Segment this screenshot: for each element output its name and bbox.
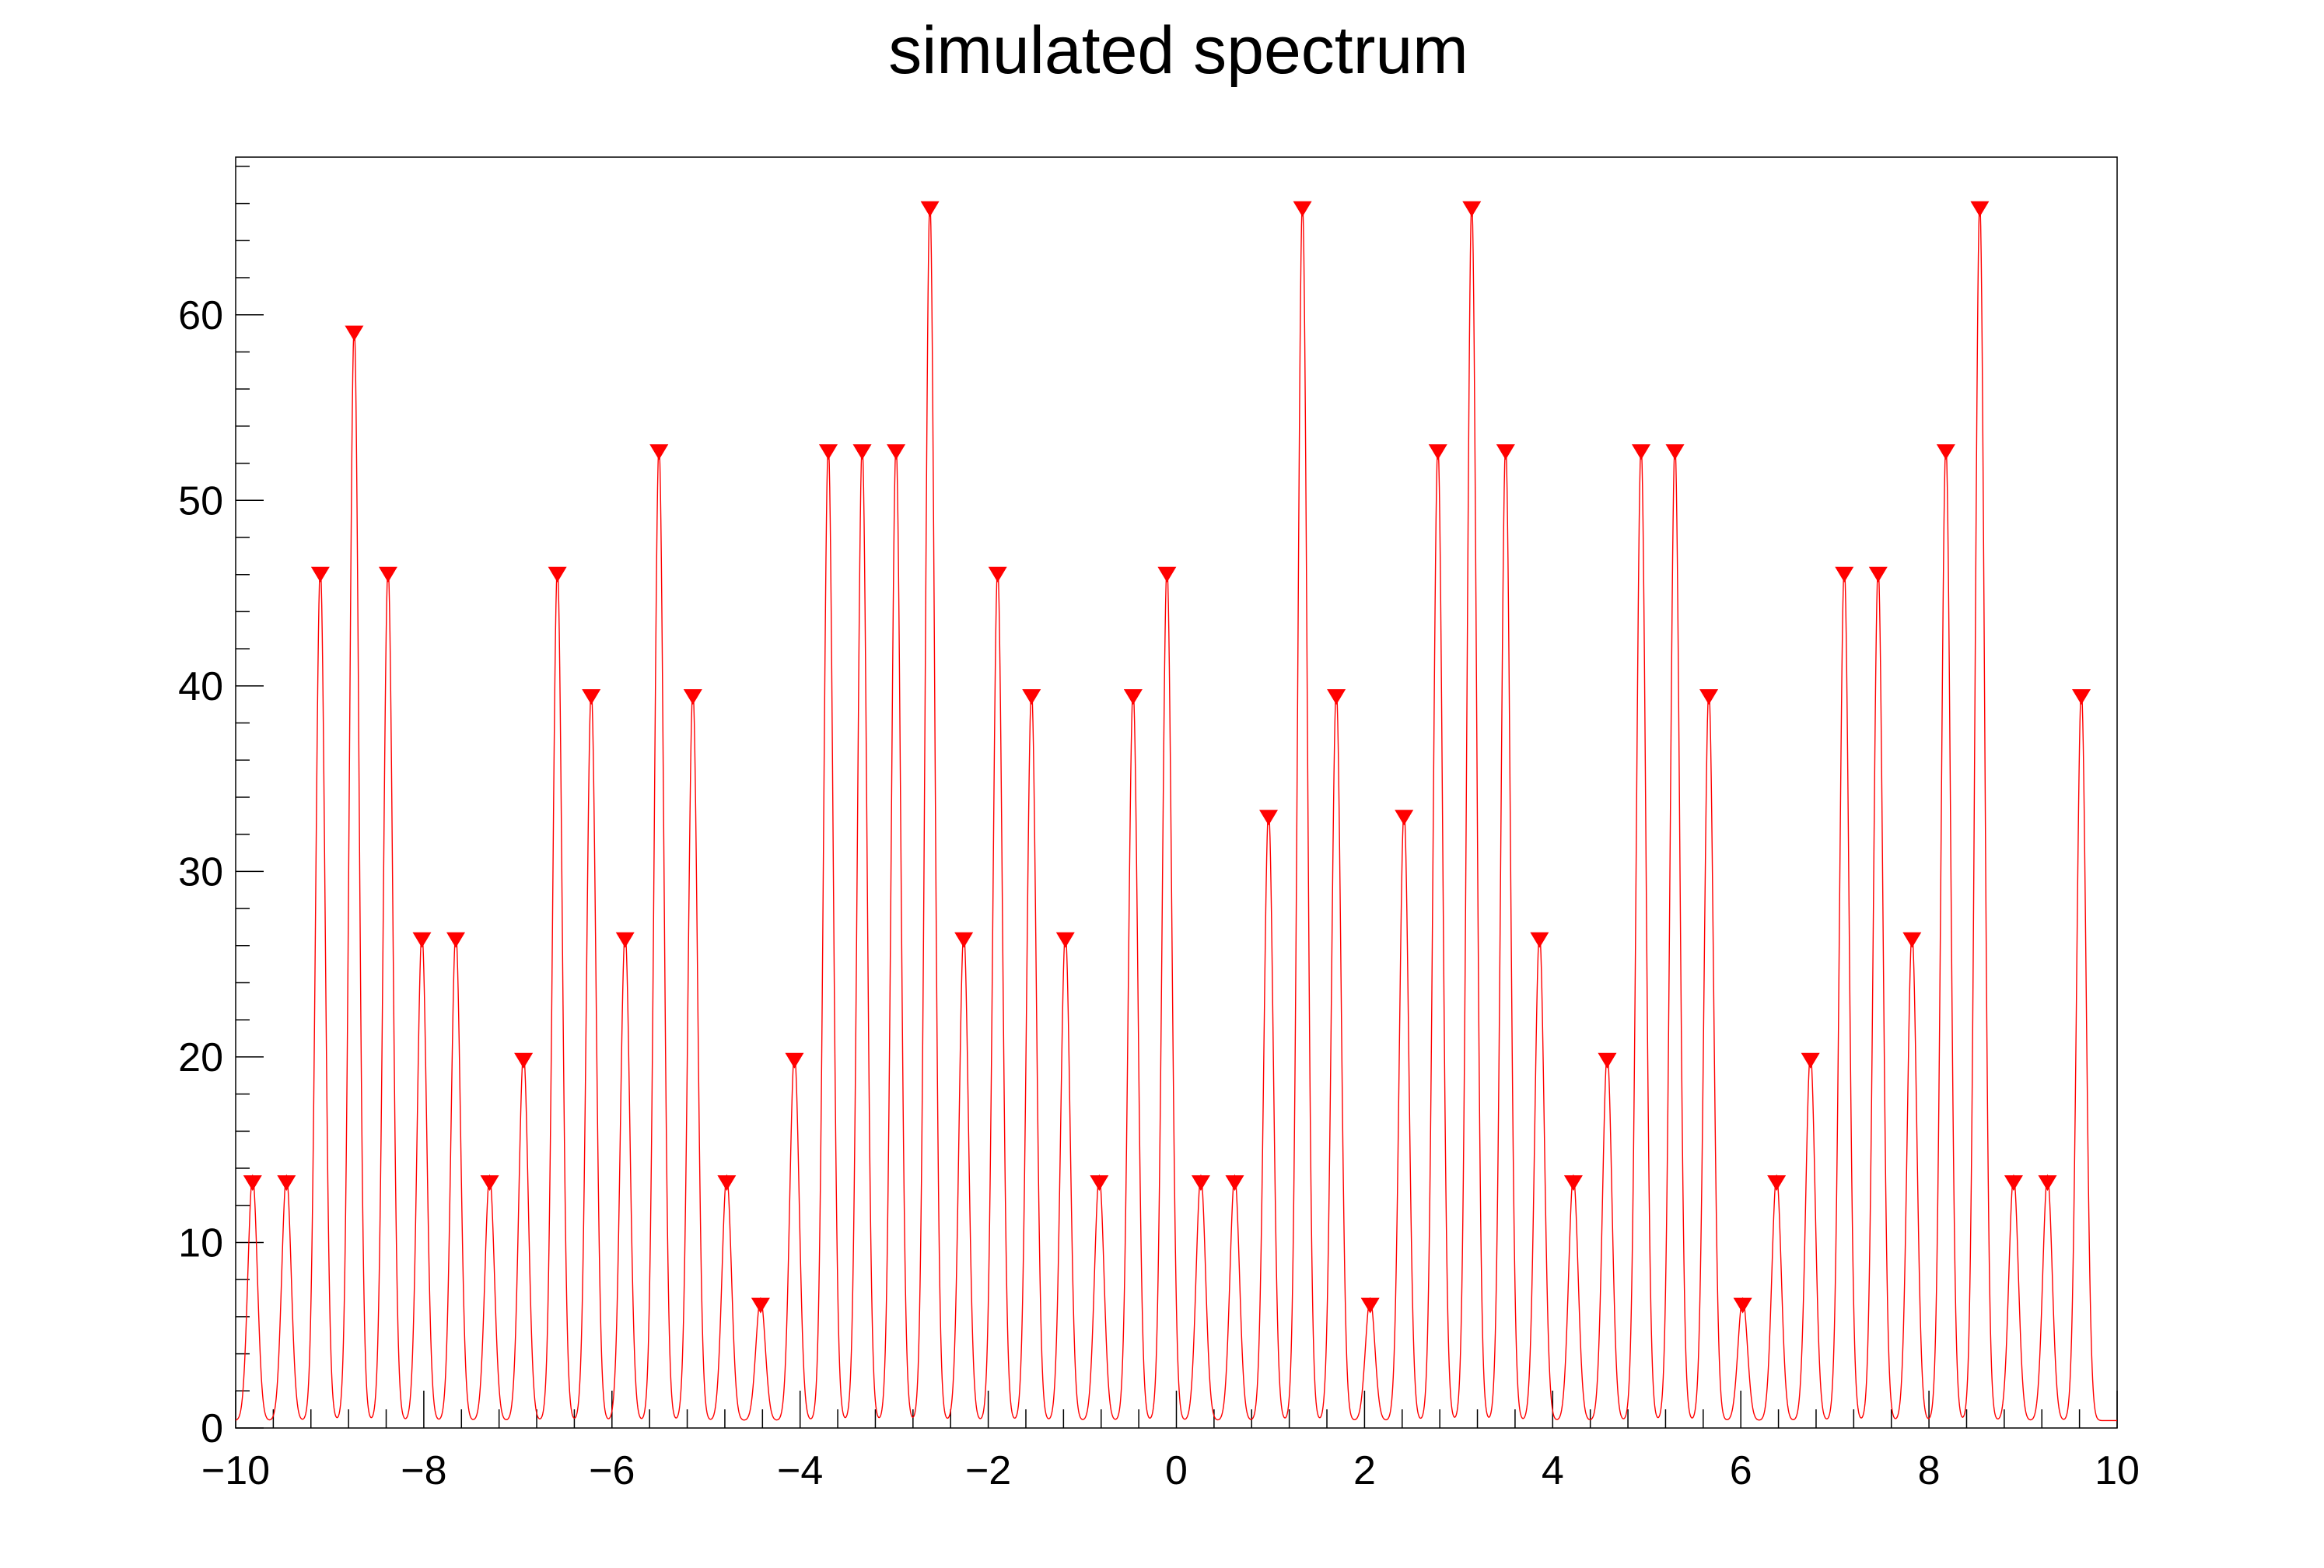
peak-marker	[954, 932, 974, 948]
peak-marker	[310, 566, 330, 583]
peak-marker	[1225, 1175, 1244, 1192]
spectrum-series	[235, 201, 2117, 1422]
peak-marker	[1191, 1175, 1210, 1192]
peak-marker	[1157, 566, 1177, 583]
y-tick-label: 60	[178, 293, 223, 338]
peak-marker	[615, 932, 635, 948]
x-tick-label: 2	[1353, 1448, 1376, 1493]
x-tick-label: −10	[201, 1448, 270, 1493]
peak-marker	[1360, 1297, 1380, 1314]
peak-marker	[1327, 689, 1346, 705]
peak-marker	[1259, 810, 1279, 826]
peak-markers	[243, 201, 2091, 1314]
peak-marker	[1055, 932, 1075, 948]
peak-marker	[277, 1175, 296, 1192]
peak-marker	[1665, 444, 1685, 460]
peak-marker	[1563, 1175, 1583, 1192]
peak-marker	[1835, 566, 1854, 583]
x-axis: −10 −8 −6 −4 −2 0 2 4 6 8 10	[201, 1391, 2140, 1493]
peak-marker	[1598, 1052, 1617, 1069]
peak-marker	[345, 325, 364, 341]
peak-marker	[582, 689, 601, 705]
peak-marker	[1530, 932, 1549, 948]
peak-marker	[2072, 689, 2091, 705]
peak-marker	[1631, 444, 1650, 460]
peak-marker	[1428, 444, 1447, 460]
spectrum-line	[235, 201, 2117, 1422]
x-tick-label: −8	[401, 1448, 446, 1493]
x-tick-label: 4	[1542, 1448, 1564, 1493]
peak-marker	[1801, 1052, 1820, 1069]
peak-marker	[1767, 1175, 1787, 1192]
peak-marker	[649, 444, 669, 460]
peak-marker	[988, 566, 1007, 583]
peak-marker	[887, 444, 906, 460]
peak-marker	[2004, 1175, 2023, 1192]
x-tick-label: 10	[2095, 1448, 2140, 1493]
peak-marker	[751, 1297, 770, 1314]
peak-marker	[1022, 689, 1041, 705]
peak-marker	[412, 932, 432, 948]
y-tick-label: 0	[201, 1406, 223, 1451]
peak-marker	[1090, 1175, 1109, 1192]
x-tick-label: −2	[965, 1448, 1011, 1493]
peak-marker	[1123, 689, 1143, 705]
y-tick-label: 50	[178, 478, 223, 523]
peak-marker	[1902, 932, 1922, 948]
peak-marker	[852, 444, 872, 460]
x-tick-label: 0	[1165, 1448, 1188, 1493]
y-tick-label: 10	[178, 1220, 223, 1265]
chart-title: simulated spectrum	[888, 13, 1468, 88]
peak-marker	[446, 932, 466, 948]
peak-marker	[243, 1175, 262, 1192]
x-tick-label: 6	[1730, 1448, 1752, 1493]
x-tick-label: 8	[1918, 1448, 1941, 1493]
peak-marker	[683, 689, 702, 705]
peak-marker	[1970, 201, 1990, 217]
peak-marker	[1395, 810, 1414, 826]
y-tick-label: 20	[178, 1035, 223, 1080]
peak-marker	[1293, 201, 1312, 217]
peak-marker	[514, 1052, 534, 1069]
peak-marker	[1462, 201, 1482, 217]
y-tick-label: 40	[178, 664, 223, 709]
peak-marker	[1868, 566, 1888, 583]
x-tick-label: −4	[777, 1448, 823, 1493]
peak-marker	[785, 1052, 804, 1069]
peak-marker	[378, 566, 397, 583]
peak-marker	[1699, 689, 1719, 705]
x-tick-label: −6	[589, 1448, 635, 1493]
peak-marker	[480, 1175, 499, 1192]
peak-marker	[1496, 444, 1515, 460]
peak-marker	[1936, 444, 1955, 460]
peak-marker	[717, 1175, 737, 1192]
peak-marker	[2038, 1175, 2057, 1192]
y-axis: 0 10 20 30 40 50 60	[178, 166, 264, 1451]
peak-marker	[1733, 1297, 1752, 1314]
peak-marker	[818, 444, 838, 460]
y-tick-label: 30	[178, 849, 223, 894]
peak-marker	[548, 566, 567, 583]
peak-marker	[920, 201, 940, 217]
